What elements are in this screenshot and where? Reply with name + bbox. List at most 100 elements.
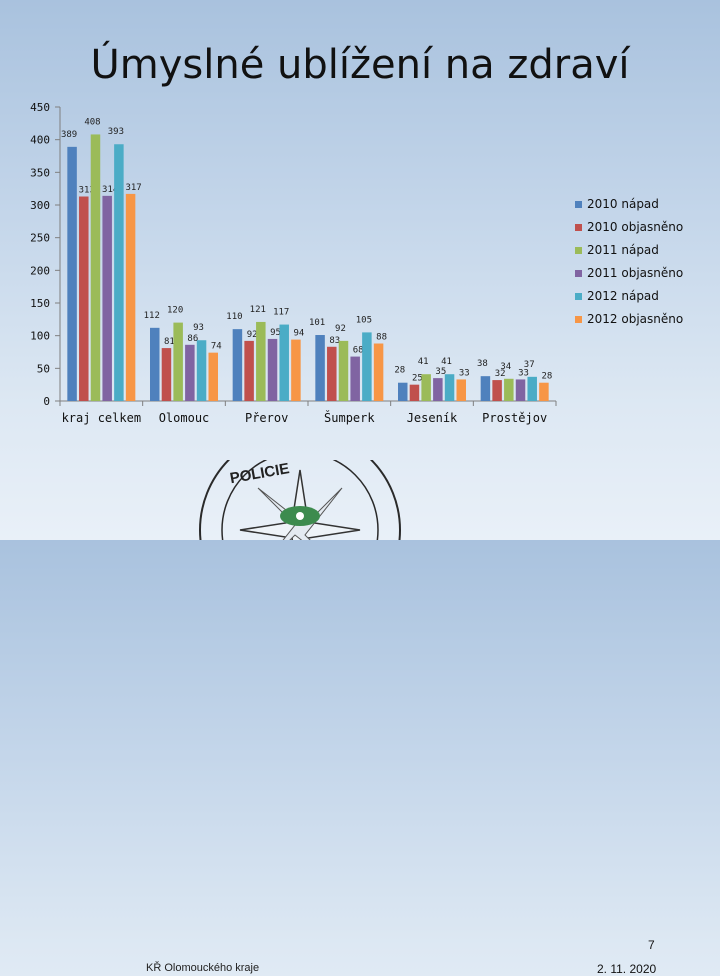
bar (67, 146, 77, 401)
slide-title: Úmyslné ublížení na zdraví (90, 42, 630, 88)
data-label: 33 (459, 368, 470, 378)
bar (515, 379, 526, 401)
legend-swatch (575, 201, 582, 208)
legend-entry: 2010 objasněno (587, 220, 683, 234)
emblem-text: POLICIE (229, 460, 291, 487)
bar (492, 380, 502, 401)
data-label: 110 (226, 312, 242, 322)
data-label: 105 (356, 315, 372, 325)
bar (79, 196, 89, 401)
data-label: 92 (335, 324, 346, 334)
bar (409, 384, 420, 401)
data-label: 408 (84, 117, 100, 127)
x-tick-label: Olomouc (159, 411, 210, 425)
legend-entry: 2012 nápad (587, 289, 659, 303)
data-label: 121 (250, 305, 266, 315)
bar (444, 374, 455, 401)
bar (456, 379, 466, 401)
bar (208, 352, 218, 401)
data-label: 86 (187, 334, 198, 344)
data-label: 74 (211, 342, 222, 352)
bar (161, 348, 172, 401)
x-tick-label: kraj celkem (62, 411, 141, 425)
data-label: 28 (394, 366, 405, 376)
data-label: 93 (193, 323, 204, 333)
bar (338, 340, 349, 401)
data-label: 112 (144, 311, 160, 321)
y-tick-label: 450 (30, 101, 50, 114)
legend-entry: 2011 objasněno (587, 266, 683, 280)
y-tick-label: 350 (30, 166, 50, 179)
bar (232, 329, 243, 401)
data-label: 32 (495, 369, 506, 379)
data-label: 37 (524, 360, 535, 370)
data-label: 314 (102, 185, 118, 195)
data-label: 68 (353, 346, 364, 356)
page-number: 7 (648, 938, 655, 952)
bar (125, 193, 136, 401)
bar (291, 339, 301, 401)
data-label: 92 (247, 330, 258, 340)
bar (256, 321, 266, 401)
legend-entry: 2010 nápad (587, 197, 659, 211)
slide-footer: POLICIE 7 KŘ Olomouckého kraje 2. 11. 20… (0, 460, 720, 976)
y-tick-label: 50 (37, 362, 50, 375)
bar (480, 376, 491, 401)
data-label: 313 (79, 186, 95, 196)
bar (196, 340, 207, 401)
bar (504, 378, 514, 401)
legend-swatch (575, 270, 582, 277)
bar (150, 327, 160, 401)
data-label: 94 (293, 329, 304, 339)
y-tick-label: 200 (30, 264, 50, 277)
data-label: 34 (500, 362, 511, 372)
x-tick-label: Přerov (245, 411, 288, 425)
legend-swatch (575, 316, 582, 323)
police-emblem: POLICIE (199, 460, 401, 540)
y-tick-label: 250 (30, 232, 50, 245)
data-label: 393 (108, 127, 124, 137)
data-label: 28 (541, 372, 552, 382)
y-tick-label: 300 (30, 199, 50, 212)
bar (244, 340, 254, 401)
legend-swatch (575, 224, 582, 231)
bar (350, 356, 360, 401)
legend-entry: 2012 objasněno (587, 312, 683, 326)
data-label: 33 (518, 368, 529, 378)
bar (173, 322, 183, 401)
bar (315, 335, 325, 401)
bar (362, 332, 372, 401)
data-label: 35 (435, 367, 446, 377)
data-label: 41 (441, 357, 452, 367)
x-tick-label: Jeseník (407, 411, 458, 425)
y-tick-label: 0 (43, 395, 50, 408)
legend-entry: 2011 nápad (587, 243, 659, 257)
x-tick-label: Prostějov (482, 411, 547, 425)
legend-swatch (575, 293, 582, 300)
y-tick-label: 400 (30, 134, 50, 147)
x-tick-label: Šumperk (324, 410, 375, 425)
bar (102, 195, 112, 401)
bar (90, 134, 101, 401)
footer-organization: KŘ Olomouckého kraje (146, 962, 260, 974)
bar (539, 382, 549, 401)
bar (373, 343, 384, 401)
data-label: 81 (164, 337, 175, 347)
data-label: 117 (273, 308, 289, 318)
bar-chart: 0 50 100 150 200 250 300 350 400 450 kraj celkem 38… (30, 101, 683, 425)
legend-swatch (575, 247, 582, 254)
bar (421, 374, 431, 401)
bar (267, 338, 278, 401)
bar (114, 144, 124, 402)
bar (185, 344, 195, 401)
data-label: 389 (61, 130, 77, 140)
footer-date: 2. 11. 2020 (597, 962, 657, 976)
bar (327, 346, 337, 401)
data-label: 38 (477, 359, 488, 369)
data-label: 83 (329, 336, 340, 346)
bar (527, 376, 537, 401)
data-label: 88 (376, 333, 387, 343)
bar (279, 324, 289, 401)
data-label: 25 (412, 374, 423, 384)
data-label: 41 (418, 357, 429, 367)
